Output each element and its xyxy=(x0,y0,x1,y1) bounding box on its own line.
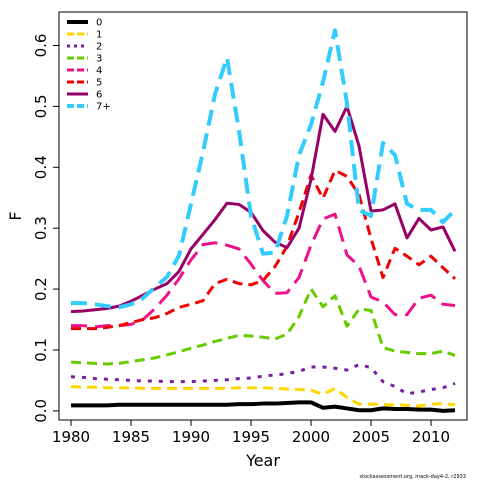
legend-label: 2 xyxy=(96,42,102,53)
series-line-2 xyxy=(70,363,456,396)
y-tick-label: 0.3 xyxy=(32,216,50,240)
legend-label: 4 xyxy=(96,66,102,77)
series-line-3 xyxy=(70,287,456,366)
y-tick-label: 0.0 xyxy=(32,399,50,423)
legend-label: 5 xyxy=(96,78,102,89)
y-tick-label: 0.4 xyxy=(32,155,50,179)
series-lines xyxy=(70,28,457,413)
x-axis-title: Year xyxy=(245,451,280,470)
y-axis-title: F xyxy=(6,211,25,220)
x-tick-label: 2010 xyxy=(412,428,450,446)
x-tick-label: 1995 xyxy=(232,428,270,446)
series-line-5 xyxy=(71,168,457,331)
legend-label: 6 xyxy=(96,90,102,101)
legend-label: 0 xyxy=(96,18,102,29)
series-line-1 xyxy=(70,385,456,408)
legend-label: 7+ xyxy=(96,102,111,113)
legend-label: 1 xyxy=(96,30,102,41)
y-tick-label: 0.6 xyxy=(32,34,50,58)
credit-text: stockassessment.org, mack-day4-2, r2933 xyxy=(360,474,467,480)
series-line-6 xyxy=(70,104,457,314)
plot-frame xyxy=(58,11,468,421)
y-tick-label: 0.1 xyxy=(32,338,50,362)
series-line-0 xyxy=(71,400,456,413)
x-tick-label: 1980 xyxy=(52,428,90,446)
x-tick-label: 2005 xyxy=(352,428,390,446)
series-line-7plus xyxy=(71,28,457,310)
y-axis: 0.0 0.1 0.2 0.3 0.4 0.5 0.6 xyxy=(32,34,59,423)
series-line-4 xyxy=(71,212,456,329)
legend-label: 3 xyxy=(96,54,102,65)
x-tick-label: 1985 xyxy=(112,428,150,446)
y-tick-label: 0.5 xyxy=(32,94,50,118)
x-axis: 1980 1985 1990 1995 2000 2005 2010 xyxy=(52,420,450,446)
y-tick-label: 0.2 xyxy=(32,277,50,301)
x-tick-label: 1990 xyxy=(172,428,210,446)
x-tick-label: 2000 xyxy=(292,428,330,446)
